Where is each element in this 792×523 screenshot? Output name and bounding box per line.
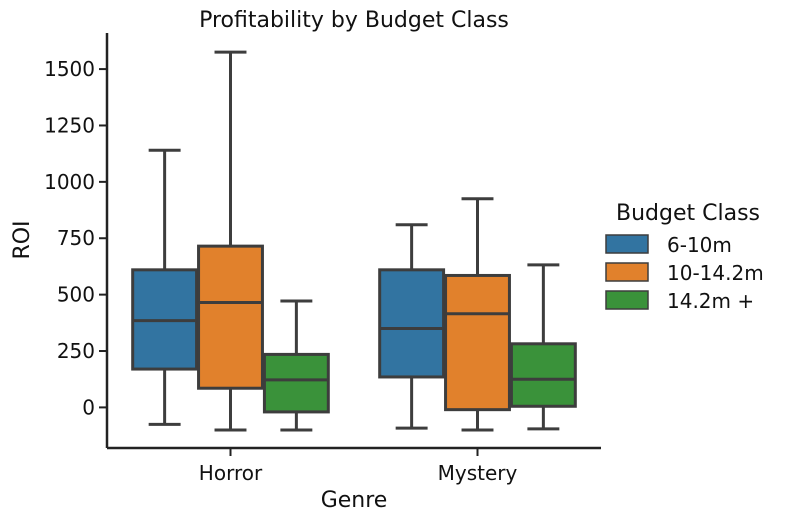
legend-title: Budget Class bbox=[616, 201, 760, 226]
x-axis-label: Genre bbox=[321, 488, 388, 513]
box-mystery-0 bbox=[378, 223, 446, 430]
legend-swatch bbox=[605, 290, 649, 310]
box-horror-1 bbox=[197, 50, 264, 432]
boxes-layer bbox=[131, 50, 577, 432]
box-mystery-1 bbox=[444, 197, 511, 432]
legend-swatch bbox=[605, 262, 649, 282]
y-tick-label: 250 bbox=[57, 339, 95, 363]
x-tick-label: Horror bbox=[199, 461, 263, 485]
y-tick-label: 1500 bbox=[44, 57, 95, 81]
box-mystery-2 bbox=[509, 263, 577, 431]
legend-label: 10-14.2m bbox=[667, 261, 764, 285]
y-tick-label: 1000 bbox=[44, 170, 95, 194]
box-horror-2 bbox=[262, 299, 330, 432]
y-tick-label: 0 bbox=[82, 395, 95, 419]
y-tick-label: 750 bbox=[57, 226, 95, 250]
legend-swatch bbox=[605, 234, 649, 254]
x-tick-label: Mystery bbox=[438, 461, 518, 485]
y-axis: 0 250 500 750 1000 1250 1500 bbox=[44, 33, 109, 448]
legend-label: 14.2m + bbox=[667, 289, 754, 313]
box-horror-0 bbox=[131, 148, 199, 426]
legend-label: 6-10m bbox=[667, 233, 732, 257]
x-axis: Horror Mystery bbox=[107, 446, 601, 485]
y-axis-label: ROI bbox=[10, 220, 35, 259]
legend: Budget Class 6-10m 10-14.2m 14.2m + bbox=[605, 201, 764, 313]
box-iqr bbox=[197, 244, 264, 390]
y-tick-label: 500 bbox=[57, 283, 95, 307]
chart-title: Profitability by Budget Class bbox=[199, 8, 509, 33]
y-tick-label: 1250 bbox=[44, 113, 95, 137]
box-iqr bbox=[262, 352, 330, 414]
box-iqr bbox=[509, 342, 577, 408]
box-iqr bbox=[444, 273, 511, 412]
box-iqr bbox=[378, 268, 446, 379]
